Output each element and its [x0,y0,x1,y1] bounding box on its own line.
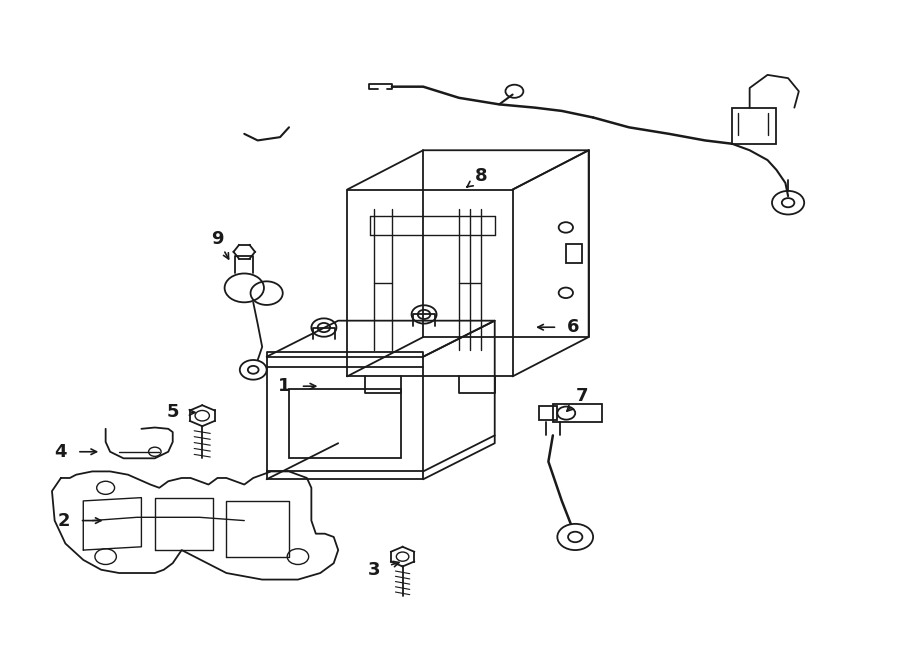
Bar [732,108,777,143]
Text: 9: 9 [212,230,224,248]
Text: 8: 8 [475,167,488,186]
Bar [553,404,602,422]
Text: 6: 6 [567,318,580,336]
Text: 7: 7 [576,387,589,405]
Text: 3: 3 [368,561,380,579]
Text: 5: 5 [166,403,179,422]
Bar [289,389,400,458]
Text: 1: 1 [278,377,291,395]
Text: 2: 2 [58,512,70,529]
Bar [566,244,582,263]
Bar [539,406,557,420]
Text: 4: 4 [55,443,68,461]
